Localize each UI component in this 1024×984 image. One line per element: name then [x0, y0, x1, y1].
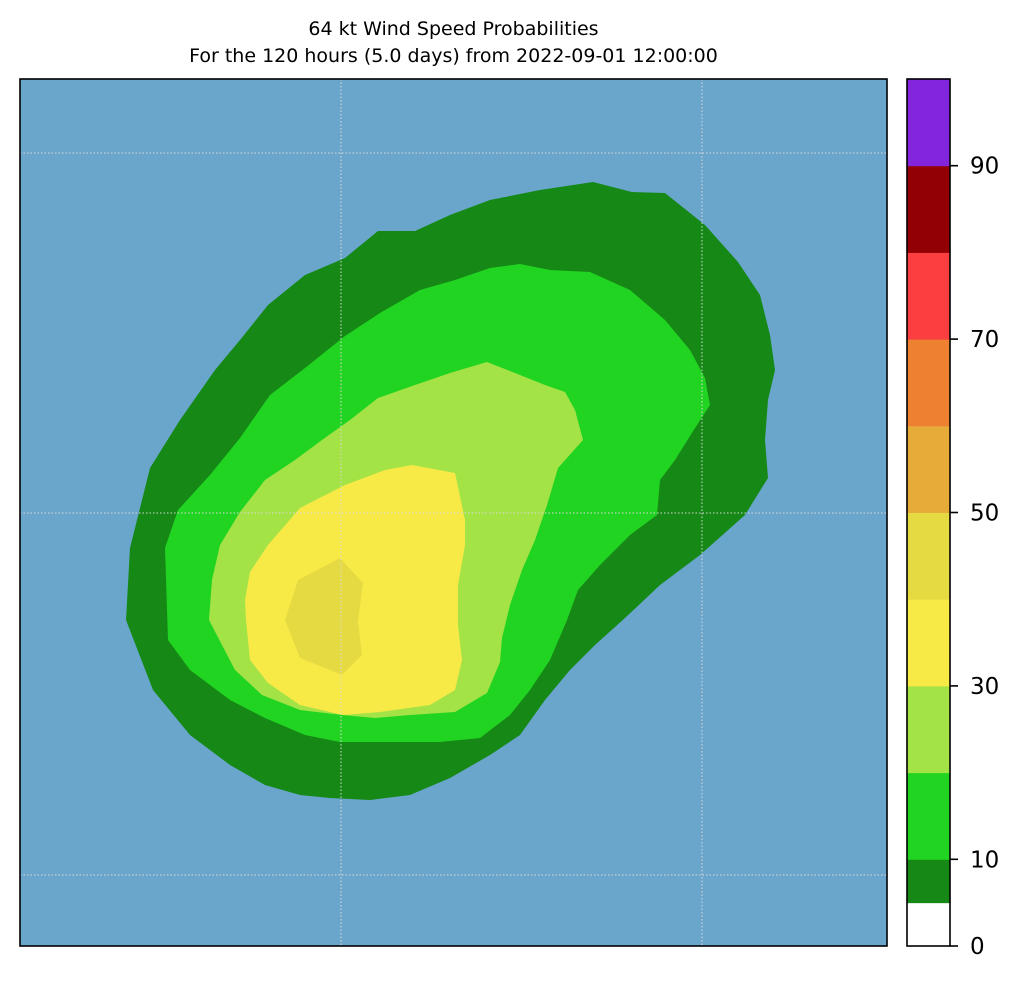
- colorbar-segment-0-5: [907, 902, 950, 947]
- colorbar-segment-60-70: [907, 339, 950, 427]
- colorbar-segment-10-20: [907, 772, 950, 860]
- colorbar-segment-90-100: [907, 79, 950, 167]
- contour-band-40-50: [285, 558, 363, 675]
- colorbar: [906, 78, 951, 947]
- colorbar-segment-50-60: [907, 425, 950, 513]
- colorbar-segment-5-10: [907, 859, 950, 904]
- chart-title: 64 kt Wind Speed Probabilities: [308, 18, 599, 40]
- colorbar-tick-label: 50: [970, 501, 999, 527]
- colorbar-ticks: 0 10 30 50 70 90: [950, 154, 999, 960]
- plot-frame: [19, 78, 888, 947]
- contour-bands: [126, 182, 775, 800]
- colorbar-segment-30-40: [907, 599, 950, 687]
- colorbar-segment-20-30: [907, 685, 950, 774]
- colorbar-segment-40-50: [907, 512, 950, 600]
- colorbar-tick-label: 90: [970, 154, 999, 180]
- colorbar-tick-label: 10: [970, 847, 999, 873]
- colorbar-segment-80-90: [907, 165, 950, 253]
- colorbar-tick-label: 30: [970, 674, 999, 700]
- chart-subtitle: For the 120 hours (5.0 days) from 2022-0…: [189, 45, 718, 67]
- colorbar-tick-label: 0: [970, 934, 985, 960]
- colorbar-tick-label: 70: [970, 327, 999, 353]
- gridlines: [20, 79, 887, 946]
- colorbar-segment-70-80: [907, 252, 950, 340]
